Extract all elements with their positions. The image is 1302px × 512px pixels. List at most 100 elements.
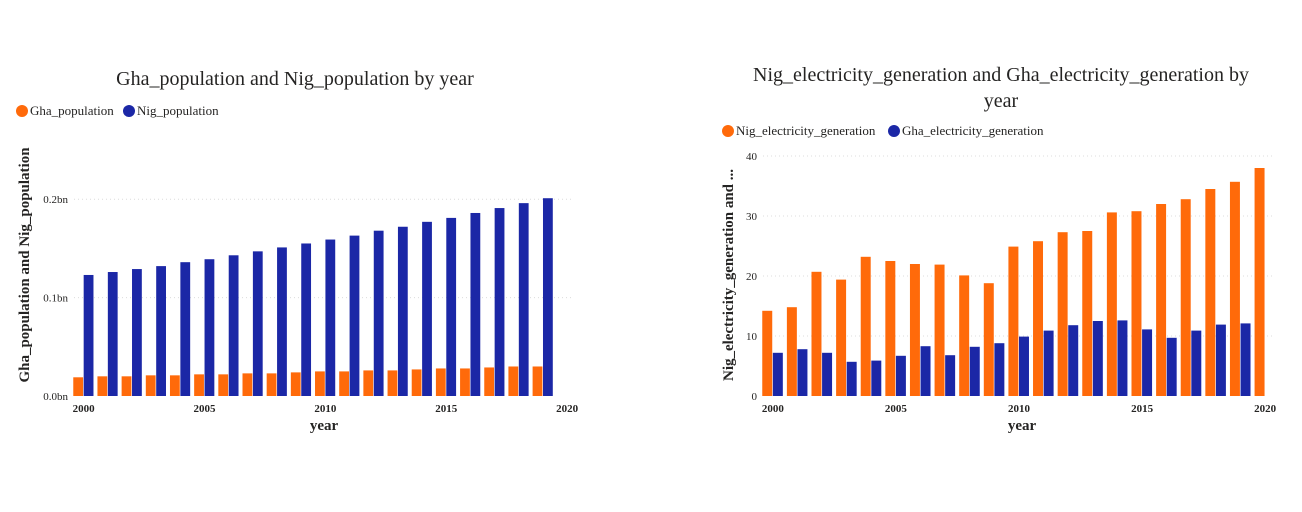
bar-gha-population-2004 <box>169 375 180 396</box>
bar-gha-population-2013 <box>387 370 398 396</box>
y-tick-label: 40 <box>746 151 758 163</box>
bar-nig-population-2000 <box>83 274 94 396</box>
bar-gha-electricity-generation-2012 <box>1068 325 1079 396</box>
bar-nig-population-2005 <box>204 259 215 396</box>
bar-nig-population-2007 <box>252 251 263 396</box>
bar-gha-population-2014 <box>411 369 422 396</box>
bar-nig-population-2011 <box>349 235 360 396</box>
y-axis-ticks: 0 10 20 30 40 <box>746 151 758 403</box>
bar-nig-electricity-generation-2007 <box>934 264 945 396</box>
x-tick-label: 2000 <box>73 403 96 415</box>
bar-gha-electricity-generation-2009 <box>994 343 1005 396</box>
bar-gha-population-2007 <box>242 373 253 396</box>
bar-gha-electricity-generation-2005 <box>895 355 906 396</box>
bar-nig-population-2013 <box>397 226 408 396</box>
bar-gha-population-2008 <box>266 373 277 396</box>
bar-gha-electricity-generation-2014 <box>1117 320 1128 396</box>
bar-nig-population-2003 <box>156 266 166 396</box>
electricity-chart: Nig_electricity_generation and Gha_elect… <box>721 64 1277 434</box>
bar-nig-population-2018 <box>518 203 529 396</box>
bar-gha-electricity-generation-2010 <box>1019 336 1029 396</box>
bar-gha-population-2003 <box>145 375 156 396</box>
bars <box>73 198 553 396</box>
x-tick-label: 2020 <box>1254 403 1277 415</box>
bar-gha-population-2002 <box>121 376 132 396</box>
bar-nig-electricity-generation-2002 <box>811 271 822 396</box>
bar-nig-electricity-generation-2016 <box>1156 204 1167 396</box>
legend-marker-gha-population <box>16 105 28 117</box>
bar-nig-population-2009 <box>301 243 312 396</box>
bar-gha-population-2017 <box>484 367 495 396</box>
bar-nig-electricity-generation-2006 <box>909 264 920 396</box>
bar-gha-electricity-generation-2001 <box>797 349 808 396</box>
bar-gha-population-2019 <box>532 366 543 396</box>
bar-gha-population-2006 <box>218 374 229 396</box>
bar-gha-population-2005 <box>194 374 204 396</box>
bar-gha-population-2010 <box>315 371 325 396</box>
bar-nig-population-2019 <box>542 198 553 396</box>
y-tick-label: 0.0bn <box>43 391 68 403</box>
x-tick-label: 2015 <box>435 403 458 415</box>
legend-label-gha-electricity-generation: Gha_electricity_generation <box>902 123 1044 138</box>
bar-gha-electricity-generation-2016 <box>1166 337 1177 396</box>
bar-gha-electricity-generation-2015 <box>1142 329 1153 396</box>
bar-nig-electricity-generation-2017 <box>1180 199 1191 396</box>
bar-gha-population-2001 <box>97 376 108 396</box>
bar-gha-electricity-generation-2007 <box>945 355 956 396</box>
x-axis-ticks: 2000 2005 2010 2015 2020 <box>762 403 1277 415</box>
y-axis-title: Gha_population and Nig_population <box>17 147 33 383</box>
y-axis-ticks: 0.0bn 0.1bn 0.2bn <box>43 194 68 403</box>
bar-nig-electricity-generation-2000 <box>762 310 773 396</box>
bar-gha-electricity-generation-2013 <box>1092 321 1103 396</box>
bar-nig-electricity-generation-2009 <box>983 283 994 396</box>
bar-gha-population-2000 <box>73 377 84 396</box>
legend-marker-nig-electricity-generation <box>722 125 734 137</box>
bar-gha-electricity-generation-2003 <box>846 361 857 396</box>
bar-nig-electricity-generation-2012 <box>1057 232 1068 396</box>
bar-nig-electricity-generation-2003 <box>836 279 847 396</box>
chart-title-line-2: year <box>984 90 1019 112</box>
bars <box>762 168 1265 396</box>
x-tick-label: 2020 <box>556 403 579 415</box>
bar-nig-population-2004 <box>180 262 191 396</box>
x-axis-title: year <box>310 418 339 434</box>
x-tick-label: 2010 <box>314 403 337 415</box>
bar-gha-electricity-generation-2004 <box>871 360 882 396</box>
legend-marker-gha-electricity-generation <box>888 125 900 137</box>
gridlines <box>763 155 1275 337</box>
y-tick-label: 0.2bn <box>43 194 68 206</box>
bar-nig-electricity-generation-2014 <box>1106 212 1117 396</box>
bar-gha-population-2009 <box>290 372 301 396</box>
bar-nig-electricity-generation-2019 <box>1229 181 1240 396</box>
legend-label-nig-electricity-generation: Nig_electricity_generation <box>736 123 876 138</box>
bar-gha-population-2015 <box>435 368 446 396</box>
x-tick-label: 2000 <box>762 403 785 415</box>
chart-title-line-1: Nig_electricity_generation and Gha_elect… <box>753 64 1249 86</box>
chart-legend: Nig_electricity_generation Gha_electrici… <box>722 123 1044 138</box>
bar-gha-electricity-generation-2019 <box>1240 323 1251 396</box>
x-tick-label: 2005 <box>194 403 217 415</box>
bar-gha-electricity-generation-2018 <box>1215 324 1226 396</box>
bar-gha-electricity-generation-2002 <box>822 352 833 396</box>
bar-nig-population-2010 <box>325 239 336 396</box>
population-chart: Gha_population and Nig_population by yea… <box>16 68 579 434</box>
bar-nig-electricity-generation-2015 <box>1131 211 1142 396</box>
bar-gha-population-2018 <box>508 366 519 396</box>
x-axis-title: year <box>1008 418 1037 434</box>
bar-gha-population-2012 <box>363 370 374 396</box>
bar-nig-electricity-generation-2018 <box>1205 189 1216 396</box>
legend-label-gha-population: Gha_population <box>30 103 114 118</box>
x-tick-label: 2005 <box>885 403 908 415</box>
bar-nig-population-2014 <box>422 221 432 396</box>
y-tick-label: 10 <box>746 331 758 343</box>
legend-marker-nig-population <box>123 105 135 117</box>
bar-gha-electricity-generation-2011 <box>1043 330 1054 396</box>
gridlines <box>74 198 572 299</box>
chart-legend: Gha_population Nig_population <box>16 103 219 118</box>
bar-gha-electricity-generation-2008 <box>969 346 980 396</box>
bar-nig-population-2001 <box>107 272 118 396</box>
bar-nig-electricity-generation-2008 <box>959 275 970 396</box>
bar-gha-electricity-generation-2006 <box>920 346 931 396</box>
bar-nig-population-2006 <box>228 255 239 396</box>
bar-nig-population-2016 <box>470 212 481 396</box>
